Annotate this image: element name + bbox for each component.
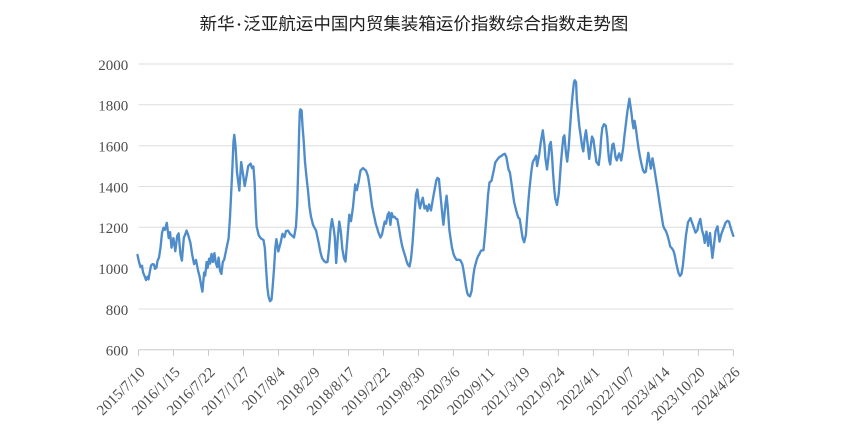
svg-text:1600: 1600	[98, 140, 128, 156]
svg-text:1800: 1800	[98, 99, 128, 115]
svg-text:2000: 2000	[98, 58, 128, 74]
svg-text:800: 800	[106, 303, 129, 319]
svg-text:1200: 1200	[98, 221, 128, 237]
svg-text:600: 600	[106, 344, 129, 360]
svg-text:1000: 1000	[98, 262, 128, 278]
svg-text:1400: 1400	[98, 180, 128, 196]
